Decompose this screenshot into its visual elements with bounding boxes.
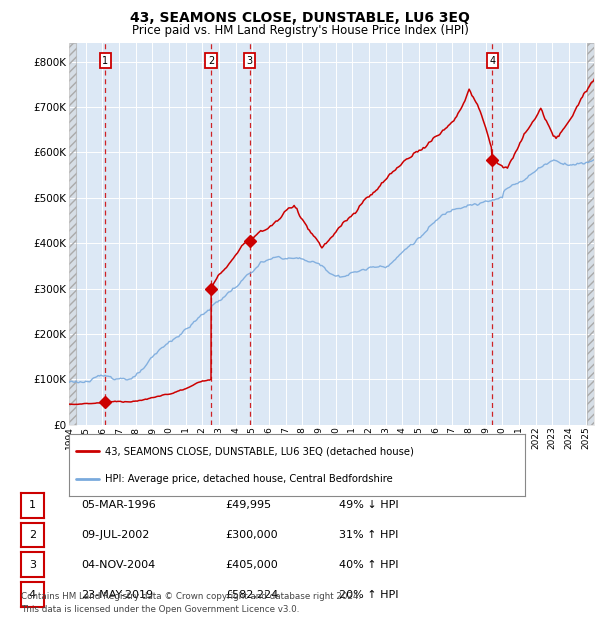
Text: 2: 2 — [208, 56, 214, 66]
Text: £49,995: £49,995 — [225, 500, 271, 510]
Text: 1: 1 — [102, 56, 109, 66]
Text: 20% ↑ HPI: 20% ↑ HPI — [339, 590, 398, 600]
Text: 4: 4 — [489, 56, 495, 66]
Text: 3: 3 — [29, 560, 36, 570]
Text: 43, SEAMONS CLOSE, DUNSTABLE, LU6 3EQ: 43, SEAMONS CLOSE, DUNSTABLE, LU6 3EQ — [130, 11, 470, 25]
Text: Price paid vs. HM Land Registry's House Price Index (HPI): Price paid vs. HM Land Registry's House … — [131, 24, 469, 37]
Text: £582,224: £582,224 — [225, 590, 278, 600]
Text: 40% ↑ HPI: 40% ↑ HPI — [339, 560, 398, 570]
Text: £300,000: £300,000 — [225, 530, 278, 540]
Text: 09-JUL-2002: 09-JUL-2002 — [81, 530, 149, 540]
Text: Contains HM Land Registry data © Crown copyright and database right 2024.: Contains HM Land Registry data © Crown c… — [21, 592, 361, 601]
Text: 3: 3 — [247, 56, 253, 66]
Text: £405,000: £405,000 — [225, 560, 278, 570]
Text: HPI: Average price, detached house, Central Bedfordshire: HPI: Average price, detached house, Cent… — [106, 474, 393, 484]
Text: 43, SEAMONS CLOSE, DUNSTABLE, LU6 3EQ (detached house): 43, SEAMONS CLOSE, DUNSTABLE, LU6 3EQ (d… — [106, 446, 415, 456]
Text: 31% ↑ HPI: 31% ↑ HPI — [339, 530, 398, 540]
Text: 4: 4 — [29, 590, 36, 600]
Text: 49% ↓ HPI: 49% ↓ HPI — [339, 500, 398, 510]
Text: 1: 1 — [29, 500, 36, 510]
Text: This data is licensed under the Open Government Licence v3.0.: This data is licensed under the Open Gov… — [21, 604, 299, 614]
Text: 04-NOV-2004: 04-NOV-2004 — [81, 560, 155, 570]
Text: 05-MAR-1996: 05-MAR-1996 — [81, 500, 156, 510]
Text: 2: 2 — [29, 530, 36, 540]
Text: 23-MAY-2019: 23-MAY-2019 — [81, 590, 153, 600]
